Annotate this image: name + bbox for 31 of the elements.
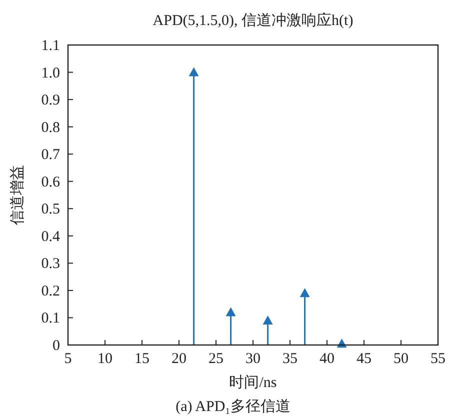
y-tick-label: 0.3	[41, 256, 60, 272]
text: (a) APD₁多径信道	[176, 398, 290, 415]
point	[300, 288, 310, 298]
x-tick-label: 25	[208, 351, 224, 367]
x-tick-label: 10	[98, 351, 112, 367]
y-tick-label: 0.4	[41, 228, 60, 245]
y-tick-label: 0.5	[41, 202, 60, 218]
x-tick-label: 5	[64, 351, 72, 367]
x-tick-label: 45	[356, 351, 372, 367]
y-tick-label: 1.1	[41, 38, 60, 54]
x-tick-label: 15	[134, 351, 150, 367]
y-tick-label: 0.1	[41, 310, 60, 327]
x-tick-label: 20	[172, 351, 186, 367]
x-tick-label: 50	[394, 351, 408, 367]
y-tick-label: 1.0	[41, 65, 60, 82]
y-tick-label: 0.9	[41, 92, 60, 109]
y-tick-label: 0.8	[41, 120, 60, 136]
y-tick-label: 0.7	[41, 147, 60, 164]
x-tick-label: 40	[320, 351, 334, 367]
point	[188, 67, 199, 76]
y-tick-label: 0.2	[41, 283, 60, 300]
y-tick-label: 0.6	[41, 174, 60, 190]
x-tick-label: 35	[282, 351, 298, 367]
y-axis-title: 信道增益	[9, 165, 26, 225]
x-axis-title: 时间/ns	[229, 374, 277, 391]
point	[226, 307, 236, 316]
chart-title: APD(5,1.5,0), 信道冲激响应h(t)	[152, 12, 354, 29]
point	[262, 315, 273, 324]
y-tick-label: 0	[52, 338, 60, 354]
x-tick-label: 30	[246, 351, 260, 367]
x-tick-label: 55	[430, 351, 446, 367]
